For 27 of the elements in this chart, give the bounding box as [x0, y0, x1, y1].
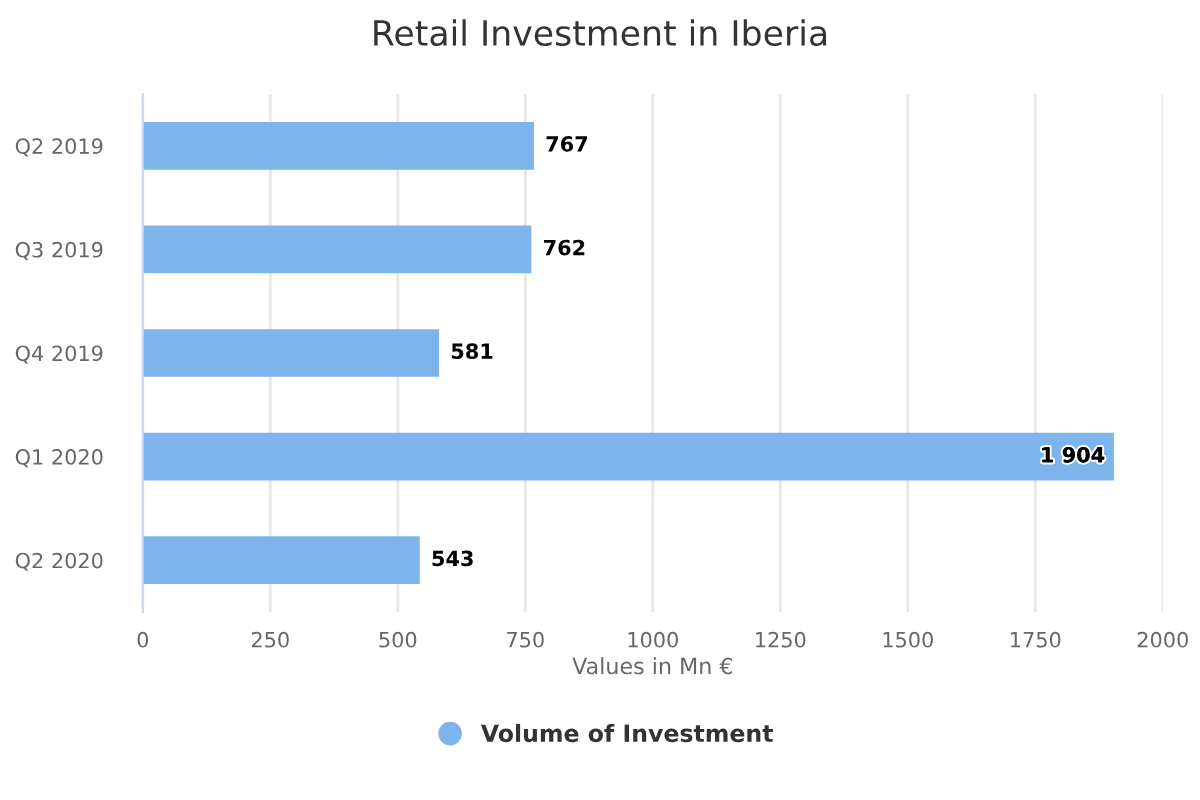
bar: [142, 536, 420, 585]
x-tick-label: 1750: [1011, 631, 1061, 648]
y-tick-label: Q1 2020: [15, 449, 103, 468]
data-label: 543: [432, 550, 473, 567]
x-tick-label: 1250: [756, 631, 806, 648]
x-tick-label: 500: [379, 631, 417, 648]
x-axis-title: Values in Mn €: [572, 657, 733, 675]
y-tick-label: Q2 2020: [15, 552, 103, 571]
x-tick-label: 250: [251, 631, 289, 648]
chart-title: Retail Investment in Iberia: [374, 19, 827, 47]
x-tick-label: 1500: [883, 631, 933, 648]
legend-label: Volume of Investment: [480, 723, 773, 743]
x-tick-label: 2000: [1137, 631, 1188, 648]
data-label: 581: [451, 343, 493, 360]
x-tick-label: 750: [507, 631, 544, 648]
bar: [142, 121, 534, 170]
y-tick-label: Q4 2019: [15, 345, 103, 364]
bar: [142, 329, 440, 377]
bar: [142, 225, 532, 274]
y-tick-label: Q3 2019: [15, 241, 103, 260]
data-label: 1 904: [1042, 446, 1105, 463]
data-label: 762: [544, 239, 585, 256]
bar: [142, 432, 1114, 481]
y-tick-label: Q2 2019: [15, 138, 103, 157]
data-label: 767: [546, 136, 588, 152]
x-tick-label: 0: [137, 631, 149, 648]
x-tick-label: 1000: [628, 631, 678, 648]
